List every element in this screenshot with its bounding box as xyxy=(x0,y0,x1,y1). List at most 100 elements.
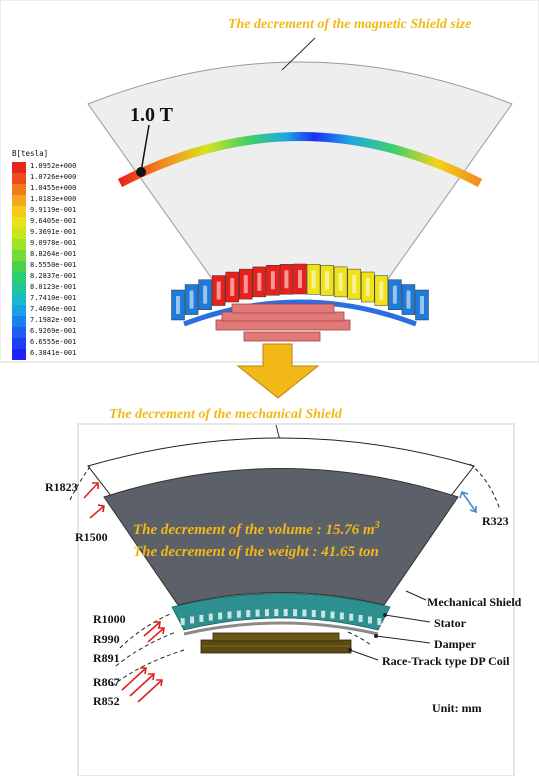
stator-block-slot xyxy=(352,275,357,294)
stator-slot xyxy=(199,614,204,622)
stator-slot xyxy=(302,609,307,617)
legend-swatch xyxy=(12,338,26,349)
stator-block-slot xyxy=(257,272,262,291)
label-r867: R867 xyxy=(93,675,120,689)
transition-arrow xyxy=(236,343,320,399)
legend-value: 1.0183e+000 xyxy=(30,195,76,203)
volume-text: The decrement of the volume : 15.76 m3 xyxy=(133,520,380,538)
stator-block-slot xyxy=(230,278,235,297)
label-r852: R852 xyxy=(93,694,120,708)
stator-block-slot xyxy=(379,281,384,300)
top-title-leader xyxy=(281,37,316,71)
legend-value: 8.0123e-001 xyxy=(30,283,76,291)
top-title: The decrement of the magnetic Shield siz… xyxy=(228,17,471,32)
label-r1000: R1000 xyxy=(93,612,126,626)
stator-block-slot xyxy=(284,270,289,289)
radius-arrows xyxy=(83,482,165,703)
legend-swatch xyxy=(12,250,26,261)
field-legend: B[tesla] 1.0952e+000 1.0726e+000 1.0455e+0… xyxy=(12,149,76,360)
stator-top xyxy=(171,263,429,321)
stator-block-slot xyxy=(298,270,302,288)
stator-slot xyxy=(208,613,213,621)
legend-swatch xyxy=(12,261,26,272)
legend-value: 7.7410e-001 xyxy=(30,294,76,302)
stator-slot xyxy=(321,610,326,618)
legend-value: 1.0952e+000 xyxy=(30,162,76,170)
stator-block-slot xyxy=(270,271,275,290)
legend-title: B[tesla] xyxy=(12,149,48,158)
label-r1823: R1823 xyxy=(45,480,78,494)
peak-label: 1.0 T xyxy=(130,104,174,126)
legend-value: 6.6555e-001 xyxy=(30,338,76,346)
stator-block-slot xyxy=(406,290,411,309)
legend-value: 6.3841e-001 xyxy=(30,349,76,357)
legend-swatch xyxy=(12,173,26,184)
right-inner-arc xyxy=(347,631,373,647)
stator-slot xyxy=(349,613,354,621)
top-panel: 1.0 T The decrement of the magnetic Shie… xyxy=(0,0,539,363)
stator-block-slot xyxy=(392,285,397,304)
stator-slot xyxy=(264,609,269,617)
label-r323: R323 xyxy=(482,514,509,528)
outer-dashed-arc-left xyxy=(69,463,93,501)
legend-value: 1.0726e+000 xyxy=(30,173,76,181)
bottom-title: The decrement of the mechanical Shield xyxy=(109,407,343,422)
component-leaders xyxy=(349,590,431,661)
bottom-panel: The decrement of the mechanical Shield T… xyxy=(45,407,522,776)
legend-value: 9.3691e-001 xyxy=(30,228,76,236)
dp-coil xyxy=(200,632,352,654)
stator-slot xyxy=(367,616,372,624)
stator-block-slot xyxy=(311,270,316,289)
stator-slot xyxy=(218,612,223,620)
mechanical-shield-sector xyxy=(103,468,459,606)
legend-value: 1.0455e+000 xyxy=(30,184,76,192)
label-r891: R891 xyxy=(93,651,120,665)
stator-block-slot xyxy=(203,285,208,304)
stator-slot xyxy=(227,611,232,619)
legend-swatch xyxy=(12,294,26,305)
stator-slot xyxy=(236,610,241,618)
stator-slot xyxy=(330,611,335,619)
r1000-arc xyxy=(119,613,171,649)
outer-dashed-arc-right xyxy=(469,463,501,511)
legend-value: 9.0978e-001 xyxy=(30,239,76,247)
coil-top xyxy=(215,303,351,342)
stator-slot xyxy=(246,610,251,618)
legend-swatch xyxy=(12,283,26,294)
stator-slot xyxy=(274,609,279,617)
stator-slot xyxy=(255,609,260,617)
label-unit: Unit: mm xyxy=(432,701,482,715)
stator-block-slot xyxy=(176,296,180,314)
label-damper: Damper xyxy=(434,637,477,651)
legend-value: 8.2837e-001 xyxy=(30,272,76,280)
stator-slot xyxy=(283,609,288,617)
stator-sector xyxy=(171,593,391,631)
label-r990: R990 xyxy=(93,632,120,646)
legend-swatch xyxy=(12,272,26,283)
stator-dot xyxy=(383,613,387,617)
damper-dot xyxy=(374,634,378,638)
damper-arc-top xyxy=(183,299,417,327)
coil-dot xyxy=(348,648,352,652)
legend-swatch xyxy=(12,206,26,217)
stator-block-slot xyxy=(325,271,330,290)
stator-slot xyxy=(311,610,316,618)
legend-swatch xyxy=(12,162,26,173)
legend-swatch xyxy=(12,349,26,360)
damper-arc xyxy=(183,621,379,636)
legend-swatch xyxy=(12,217,26,228)
field-band xyxy=(117,132,483,187)
legend-value: 9.6405e-001 xyxy=(30,217,76,225)
legend-swatch xyxy=(12,316,26,327)
legend-value: 6.9269e-001 xyxy=(30,327,76,335)
stator-slots xyxy=(180,609,382,626)
label-coil: Race-Track type DP Coil xyxy=(382,654,510,668)
legend-swatch xyxy=(12,184,26,195)
stator-slot xyxy=(190,616,195,624)
legend-value: 8.8264e-001 xyxy=(30,250,76,258)
legend-swatch xyxy=(12,239,26,250)
stator-slot xyxy=(339,612,344,620)
stator-slot xyxy=(358,614,363,622)
r852-arc xyxy=(111,649,185,687)
